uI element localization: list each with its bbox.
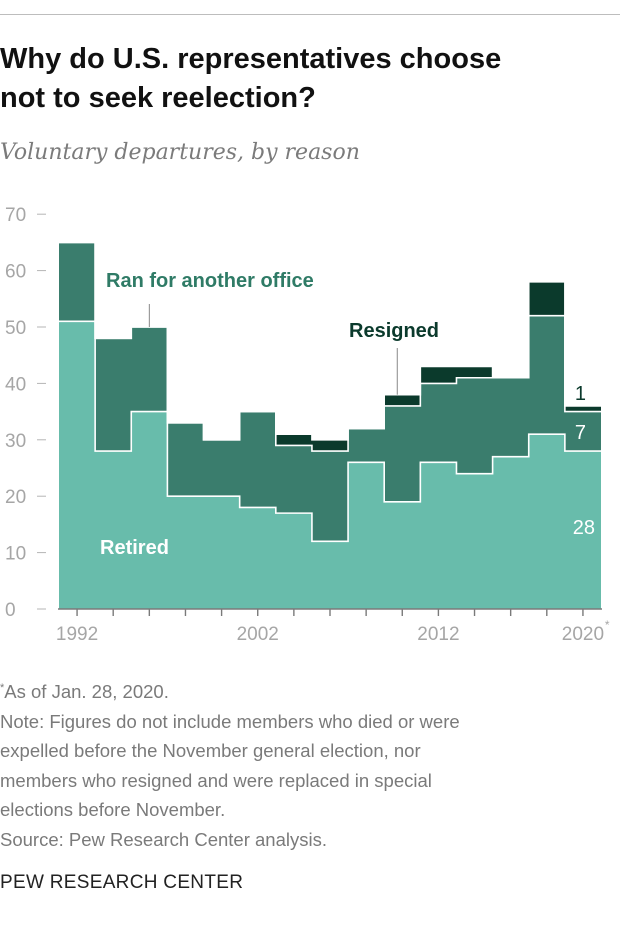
footnotes: *As of Jan. 28, 2020. Note: Figures do n… — [0, 677, 600, 854]
x-tick-label-1992: 1992 — [56, 624, 98, 645]
retired-boundary — [59, 320, 601, 543]
source-line: Source: Pew Research Center analysis. — [0, 828, 327, 850]
title-line-1: Why do U.S. representatives choose — [0, 43, 502, 75]
asterisk-note: *As of Jan. 28, 2020. — [0, 681, 169, 702]
x-axis: 1992 2002 2012 2020 * — [56, 608, 610, 645]
chart-title: Why do U.S. representatives choose not t… — [0, 40, 600, 118]
chart-subtitle: Voluntary departures, by reason — [0, 140, 360, 165]
leader-lines — [148, 304, 398, 395]
asterisk-mark: * — [0, 682, 5, 694]
y-tick-label-0: 0 — [5, 600, 16, 621]
note-line-3: members who resigned and were replaced i… — [0, 769, 432, 791]
y-tick-label-20: 20 — [5, 487, 26, 508]
note-line-2: expelled before the November general ele… — [0, 740, 421, 761]
value-label-retired-2020: 28 — [573, 517, 595, 539]
top-rule — [0, 14, 620, 15]
y-tick-label-30: 30 — [5, 431, 26, 452]
value-label-ran-2020: 7 — [575, 422, 586, 444]
y-axis: 0 10 20 30 40 50 60 70 — [5, 205, 46, 621]
value-label-resigned-2020: 1 — [575, 383, 586, 405]
x-tick-label-2020: 2020 — [562, 624, 604, 645]
data-areas — [59, 241, 601, 609]
label-resigned: Resigned — [349, 320, 439, 342]
x-tick-label-2012: 2012 — [417, 624, 459, 645]
note-line-1: Note: Figures do not include members who… — [0, 710, 460, 732]
pew-logo-text: PEW RESEARCH CENTER — [0, 872, 244, 893]
y-tick-label-50: 50 — [5, 318, 26, 339]
y-tick-label-70: 70 — [5, 205, 26, 226]
label-ran-for-another-office: Ran for another office — [106, 270, 314, 292]
label-retired: Retired — [100, 537, 169, 559]
x-tick-label-2002: 2002 — [237, 624, 279, 645]
stacked-area-chart: 0 10 20 30 40 50 60 70 1992 2002 2012 2020 * Ran fo… — [5, 205, 610, 645]
resigned-boundary — [59, 241, 601, 441]
retired-area — [59, 321, 601, 609]
y-tick-label-60: 60 — [5, 262, 26, 283]
y-tick-label-40: 40 — [5, 374, 26, 395]
x-tick-asterisk: * — [605, 618, 610, 632]
title-line-2: not to seek reelection? — [0, 82, 316, 114]
y-tick-label-10: 10 — [5, 544, 26, 565]
note-line-4: elections before November. — [0, 799, 226, 820]
series-labels: Ran for another office Resigned Retired 1 7 2… — [100, 270, 595, 559]
